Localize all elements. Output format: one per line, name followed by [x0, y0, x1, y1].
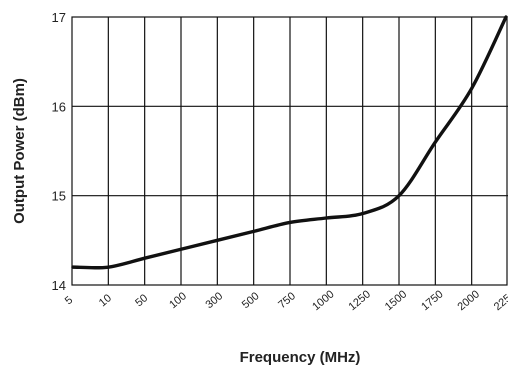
x-tick-label: 2250 — [492, 288, 508, 313]
plot-frame — [71, 16, 508, 286]
y-axis-label: Output Power (dBm) — [11, 78, 28, 224]
y-tick-label: 15 — [52, 189, 66, 204]
y-tick-label: 16 — [52, 99, 66, 114]
x-tick-label: 100 — [167, 290, 189, 311]
grid — [72, 17, 508, 285]
x-tick-label: 300 — [204, 290, 226, 311]
x-tick-label: 50 — [133, 292, 150, 309]
x-axis-label: Frequency (MHz) — [240, 349, 361, 366]
x-tick-label: 10 — [97, 292, 114, 309]
y-tick-label: 14 — [52, 278, 66, 293]
x-tick-label: 2000 — [456, 288, 482, 313]
x-tick-label: 1750 — [419, 288, 445, 313]
x-tick-label: 1500 — [383, 288, 409, 313]
y-axis-ticks: 14 15 16 17 — [52, 10, 66, 293]
x-tick-label: 500 — [240, 290, 262, 311]
x-tick-label: 1250 — [347, 288, 373, 313]
series-line-output-power — [71, 15, 508, 270]
x-tick-label: 750 — [276, 290, 298, 311]
y-tick-label: 17 — [52, 10, 66, 25]
x-axis-ticks: 5 10 50 100 300 500 750 1000 1250 1500 1750 2000 225… — [63, 288, 508, 313]
x-tick-label: 5 — [63, 294, 75, 307]
x-tick-label: 1000 — [310, 288, 336, 313]
